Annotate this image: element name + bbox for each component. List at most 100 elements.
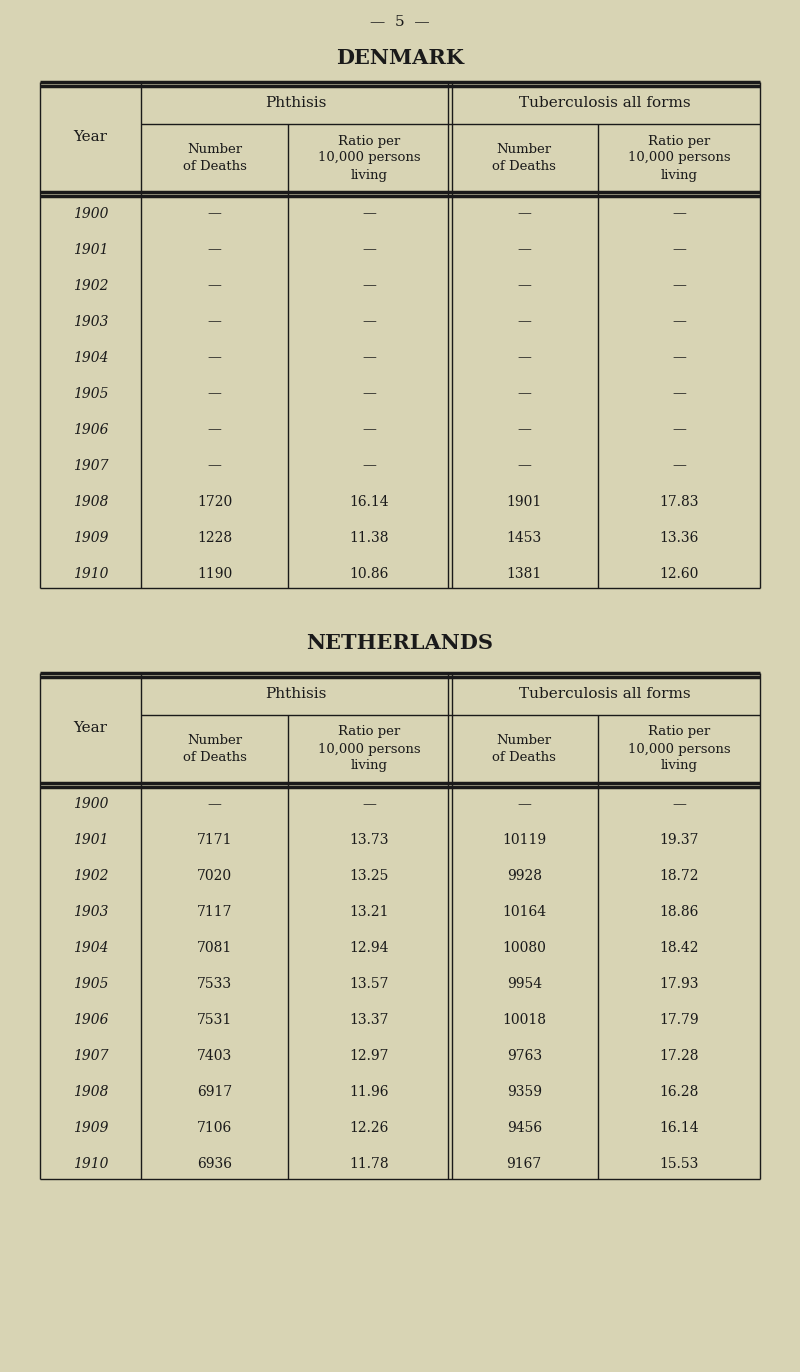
Text: 1909: 1909 bbox=[73, 1121, 108, 1136]
Text: 1908: 1908 bbox=[73, 494, 108, 509]
Text: Number
of Deaths: Number of Deaths bbox=[182, 143, 246, 173]
Text: 7403: 7403 bbox=[197, 1050, 232, 1063]
Text: —: — bbox=[362, 423, 376, 436]
Text: Ratio per
10,000 persons
living: Ratio per 10,000 persons living bbox=[318, 134, 421, 181]
Text: 7117: 7117 bbox=[197, 906, 232, 919]
Text: Ratio per
10,000 persons
living: Ratio per 10,000 persons living bbox=[318, 726, 421, 772]
Text: 7531: 7531 bbox=[197, 1014, 232, 1028]
Text: —: — bbox=[362, 387, 376, 401]
Text: 9954: 9954 bbox=[506, 977, 542, 992]
Text: —: — bbox=[208, 350, 222, 365]
Text: 11.96: 11.96 bbox=[350, 1085, 389, 1099]
Text: 19.37: 19.37 bbox=[659, 834, 698, 848]
Text: —: — bbox=[672, 797, 686, 811]
Text: 11.38: 11.38 bbox=[350, 531, 389, 545]
Text: 7081: 7081 bbox=[197, 941, 232, 955]
Text: 7020: 7020 bbox=[197, 870, 232, 884]
Text: 10119: 10119 bbox=[502, 834, 546, 848]
Text: —: — bbox=[672, 458, 686, 472]
Text: 1907: 1907 bbox=[73, 458, 108, 472]
Text: —: — bbox=[672, 423, 686, 436]
Text: 7171: 7171 bbox=[197, 834, 232, 848]
Text: 18.86: 18.86 bbox=[659, 906, 698, 919]
Text: —: — bbox=[672, 350, 686, 365]
Text: 1902: 1902 bbox=[73, 870, 108, 884]
Text: NETHERLANDS: NETHERLANDS bbox=[306, 632, 494, 653]
Text: 18.42: 18.42 bbox=[659, 941, 698, 955]
Text: 13.57: 13.57 bbox=[350, 977, 389, 992]
Text: —: — bbox=[208, 797, 222, 811]
Text: 16.14: 16.14 bbox=[350, 494, 390, 509]
Text: 9763: 9763 bbox=[506, 1050, 542, 1063]
Text: 6917: 6917 bbox=[197, 1085, 232, 1099]
Text: —: — bbox=[208, 279, 222, 292]
Text: 1910: 1910 bbox=[73, 567, 108, 580]
Text: Ratio per
10,000 persons
living: Ratio per 10,000 persons living bbox=[628, 134, 730, 181]
Text: 1903: 1903 bbox=[73, 906, 108, 919]
Text: Number
of Deaths: Number of Deaths bbox=[182, 734, 246, 764]
Text: 16.14: 16.14 bbox=[659, 1121, 699, 1136]
Text: 12.97: 12.97 bbox=[350, 1050, 389, 1063]
Text: —: — bbox=[362, 797, 376, 811]
Text: —: — bbox=[362, 458, 376, 472]
Text: —: — bbox=[518, 207, 531, 221]
Text: 1902: 1902 bbox=[73, 279, 108, 292]
Text: —: — bbox=[672, 279, 686, 292]
Text: 13.21: 13.21 bbox=[350, 906, 389, 919]
Text: 17.93: 17.93 bbox=[659, 977, 698, 992]
Text: 10.86: 10.86 bbox=[350, 567, 389, 580]
Text: 12.26: 12.26 bbox=[350, 1121, 389, 1136]
Text: 1910: 1910 bbox=[73, 1158, 108, 1172]
Text: 1720: 1720 bbox=[197, 494, 232, 509]
Text: 1190: 1190 bbox=[197, 567, 232, 580]
Text: 1901: 1901 bbox=[73, 834, 108, 848]
Text: 1900: 1900 bbox=[73, 797, 108, 811]
Text: 1906: 1906 bbox=[73, 423, 108, 436]
Text: 1905: 1905 bbox=[73, 977, 108, 992]
Text: Ratio per
10,000 persons
living: Ratio per 10,000 persons living bbox=[628, 726, 730, 772]
Text: —: — bbox=[672, 207, 686, 221]
Text: 18.72: 18.72 bbox=[659, 870, 698, 884]
Text: 9456: 9456 bbox=[506, 1121, 542, 1136]
Text: Year: Year bbox=[74, 722, 107, 735]
Text: —: — bbox=[518, 314, 531, 328]
Text: —: — bbox=[518, 458, 531, 472]
Text: —: — bbox=[672, 314, 686, 328]
Text: 1453: 1453 bbox=[506, 531, 542, 545]
Text: —: — bbox=[208, 243, 222, 257]
Text: 10164: 10164 bbox=[502, 906, 546, 919]
Text: 16.28: 16.28 bbox=[659, 1085, 698, 1099]
Text: Phthisis: Phthisis bbox=[265, 96, 326, 110]
Text: 13.73: 13.73 bbox=[350, 834, 389, 848]
Text: 12.94: 12.94 bbox=[350, 941, 389, 955]
Text: Phthisis: Phthisis bbox=[265, 687, 326, 701]
Text: —: — bbox=[208, 207, 222, 221]
Text: Year: Year bbox=[74, 130, 107, 144]
Text: 9359: 9359 bbox=[506, 1085, 542, 1099]
Text: 1908: 1908 bbox=[73, 1085, 108, 1099]
Text: —: — bbox=[362, 350, 376, 365]
Text: 17.79: 17.79 bbox=[659, 1014, 699, 1028]
Text: 10018: 10018 bbox=[502, 1014, 546, 1028]
Text: 13.36: 13.36 bbox=[659, 531, 698, 545]
Text: —: — bbox=[362, 314, 376, 328]
Text: Tuberculosis all forms: Tuberculosis all forms bbox=[519, 96, 691, 110]
Text: 1228: 1228 bbox=[197, 531, 232, 545]
Text: —: — bbox=[362, 279, 376, 292]
Text: 12.60: 12.60 bbox=[659, 567, 698, 580]
Text: 7106: 7106 bbox=[197, 1121, 232, 1136]
Text: 1903: 1903 bbox=[73, 314, 108, 328]
Text: —: — bbox=[518, 387, 531, 401]
Text: 15.53: 15.53 bbox=[659, 1158, 698, 1172]
Text: DENMARK: DENMARK bbox=[336, 48, 464, 69]
Text: 11.78: 11.78 bbox=[350, 1158, 390, 1172]
Text: 9167: 9167 bbox=[506, 1158, 542, 1172]
Text: Number
of Deaths: Number of Deaths bbox=[492, 734, 556, 764]
Text: 1906: 1906 bbox=[73, 1014, 108, 1028]
Text: 13.37: 13.37 bbox=[350, 1014, 389, 1028]
Text: 1901: 1901 bbox=[73, 243, 108, 257]
Text: 1904: 1904 bbox=[73, 350, 108, 365]
Text: —: — bbox=[362, 207, 376, 221]
Text: —: — bbox=[208, 387, 222, 401]
Text: 6936: 6936 bbox=[197, 1158, 232, 1172]
